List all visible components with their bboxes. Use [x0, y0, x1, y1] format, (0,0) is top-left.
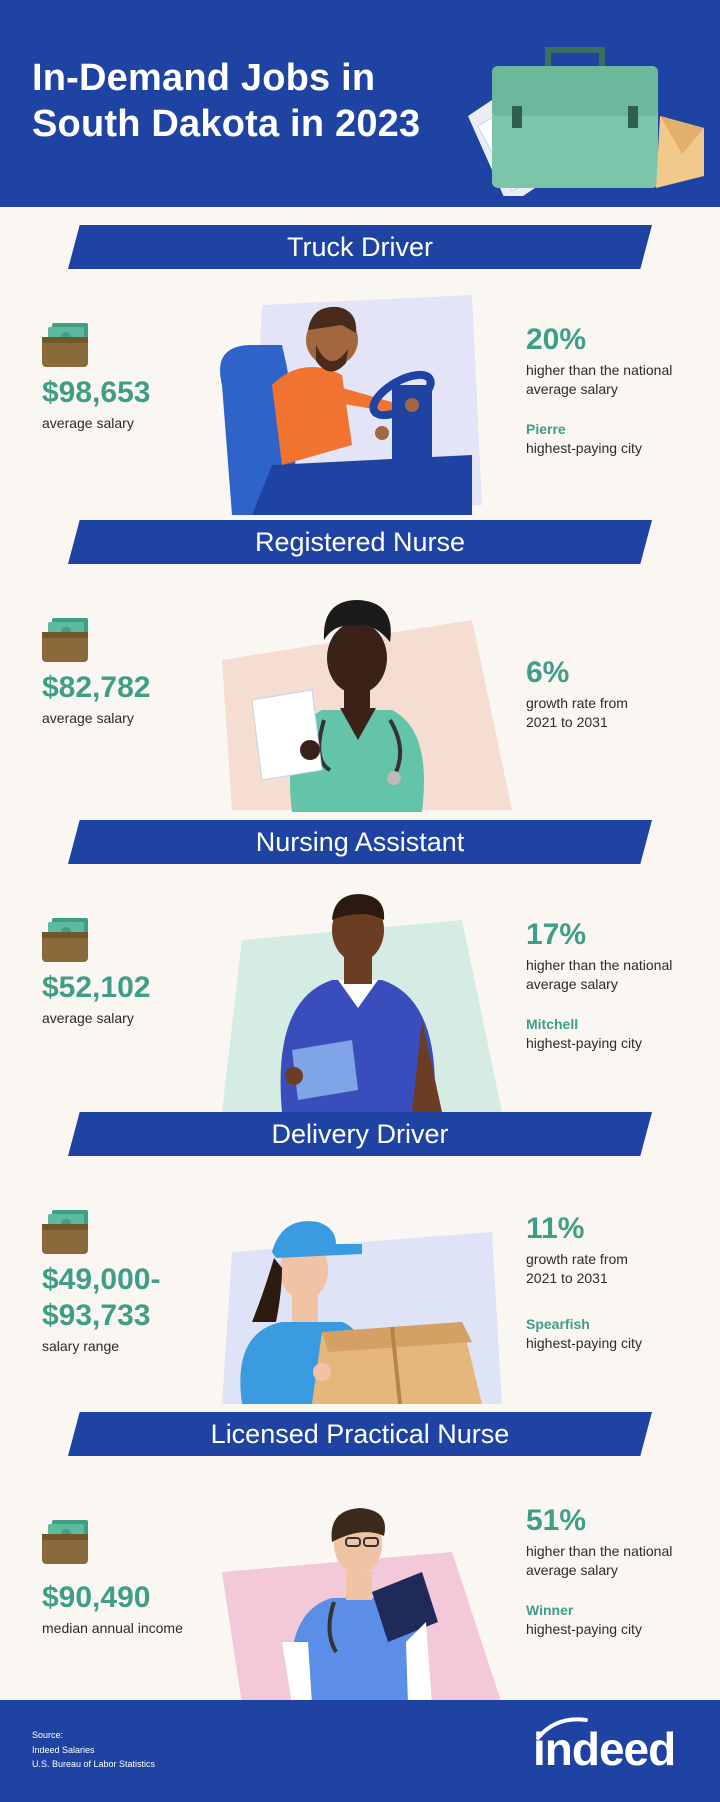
salary-value: $52,102 — [42, 971, 151, 1004]
city-name: Winner — [526, 1602, 574, 1618]
source-item: U.S. Bureau of Labor Statistics — [32, 1759, 156, 1769]
salary-label: average salary — [42, 710, 134, 726]
job-title-banner: Truck Driver — [68, 225, 652, 269]
delivery-driver-illustration — [222, 1221, 502, 1404]
wallet-icon — [42, 1520, 88, 1564]
stat-value: 20% — [526, 323, 587, 356]
wallet-icon — [42, 323, 88, 367]
salary-label: median annual income — [42, 1620, 183, 1636]
source-item: Indeed Salaries — [32, 1745, 95, 1755]
job-title-banner: Delivery Driver — [68, 1112, 652, 1156]
stat-value: 51% — [526, 1504, 587, 1537]
city-name: Spearfish — [526, 1316, 590, 1332]
stat-label: higher than the national average salary — [526, 1543, 673, 1578]
salary-value: $98,653 — [42, 376, 151, 409]
briefcase-icon — [468, 47, 704, 196]
title-line-2: South Dakota in 2023 — [32, 103, 421, 145]
wallet-icon — [42, 1210, 88, 1254]
indeed-logo-arc-icon — [536, 1717, 588, 1740]
job-title-banner: Nursing Assistant — [68, 820, 652, 864]
stat-label: growth rate from 2021 to 2031 — [526, 1251, 628, 1286]
salary-label: average salary — [42, 415, 134, 431]
salary-value: $90,490 — [42, 1581, 151, 1614]
stat-label: growth rate from 2021 to 2031 — [526, 695, 628, 730]
city-label: highest-paying city — [526, 440, 642, 456]
job-section-truck-driver: Truck Driver $98,653 average salary 20% … — [0, 225, 720, 521]
header: In-Demand Jobs in South Dakota in 2023 — [0, 0, 720, 207]
city-label: highest-paying city — [526, 1621, 642, 1637]
indeed-logo[interactable]: indeed — [533, 1723, 676, 1775]
licensed-practical-nurse-illustration — [222, 1508, 502, 1704]
title-line-1: In-Demand Jobs in — [32, 57, 376, 99]
city-name: Pierre — [526, 421, 566, 437]
city-label: highest-paying city — [526, 1035, 642, 1051]
stat-label: higher than the national average salary — [526, 957, 673, 992]
source-title: Source: — [32, 1730, 64, 1740]
job-section-nursing-assistant: Nursing Assistant $52,102 average salary… — [0, 820, 720, 1116]
page-title: In-Demand Jobs in South Dakota in 2023 — [32, 55, 420, 147]
salary-value: $82,782 — [42, 671, 151, 704]
stat-value: 17% — [526, 918, 587, 951]
nursing-assistant-illustration — [222, 894, 502, 1112]
stat-label: higher than the national average salary — [526, 362, 673, 397]
job-title-banner: Registered Nurse — [68, 520, 652, 564]
salary-label: salary range — [42, 1338, 120, 1354]
job-section-licensed-practical-nurse: Licensed Practical Nurse $90,490 median … — [0, 1412, 720, 1708]
truck-driver-illustration — [220, 295, 482, 515]
stat-value: 6% — [526, 656, 570, 689]
salary-value-line-2: $93,733 — [42, 1299, 151, 1332]
job-title-banner: Licensed Practical Nurse — [68, 1412, 652, 1456]
city-label: highest-paying city — [526, 1335, 642, 1351]
registered-nurse-illustration — [222, 600, 512, 812]
job-section-registered-nurse: Registered Nurse $82,782 average salary … — [0, 520, 720, 816]
wallet-icon — [42, 618, 88, 662]
salary-label: average salary — [42, 1010, 134, 1026]
stat-value: 11% — [526, 1212, 585, 1245]
footer: Source: Indeed Salaries U.S. Bureau of L… — [0, 1700, 720, 1802]
salary-value: $49,000- — [42, 1263, 161, 1296]
job-section-delivery-driver: Delivery Driver $49,000- $93,733 salary … — [0, 1112, 720, 1408]
wallet-icon — [42, 918, 88, 962]
city-name: Mitchell — [526, 1016, 579, 1032]
